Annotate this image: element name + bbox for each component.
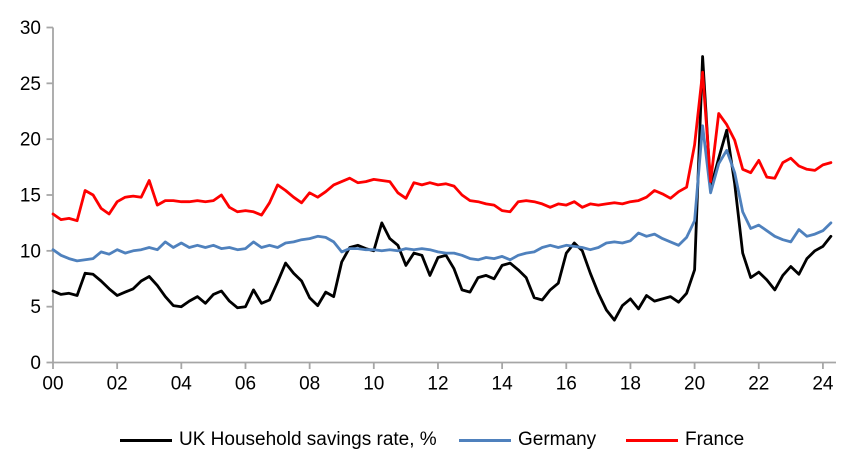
x-tick-label: 20 [684, 374, 705, 395]
legend-item-france: France [626, 427, 744, 453]
x-tick-label: 06 [235, 374, 256, 395]
x-tick-label: 22 [748, 374, 769, 395]
chart-canvas: 0 5 10 15 20 25 30 00 02 04 06 08 10 12 14 16 18 20 22 24 [20, 18, 836, 395]
france-line-swatch [626, 438, 678, 442]
y-tick-label: 30 [20, 18, 41, 39]
germany-legend-label: Germany [518, 429, 597, 450]
x-tick-label: 24 [812, 374, 834, 395]
uk-line-swatch [120, 438, 172, 442]
y-tick-label: 20 [20, 130, 41, 151]
x-tick-label: 12 [427, 374, 448, 395]
legend-item-germany: Germany [459, 427, 596, 453]
x-tick-label: 16 [556, 374, 577, 395]
chart-legend: UK Household savings rate, % Germany Fra… [0, 427, 852, 453]
germany-line-swatch [459, 438, 511, 442]
y-tick-label: 25 [20, 74, 41, 95]
x-tick-label: 18 [620, 374, 641, 395]
y-tick-label: 15 [20, 186, 41, 207]
x-tick-label: 10 [363, 374, 384, 395]
legend-item-uk: UK Household savings rate, % [120, 427, 437, 453]
uk-legend-label: UK Household savings rate, % [179, 429, 437, 450]
series-line-2 [51, 70, 833, 223]
y-tick-label: 10 [20, 241, 41, 262]
x-tick-label: 08 [299, 374, 320, 395]
france-legend-label: France [685, 429, 745, 450]
x-tick-label: 00 [42, 374, 63, 395]
series-line-0 [51, 55, 833, 322]
y-tick-label: 0 [30, 353, 41, 374]
series-line-1 [51, 124, 833, 263]
y-tick-label: 5 [30, 297, 41, 318]
x-tick-label: 04 [171, 374, 193, 395]
x-tick-label: 14 [492, 374, 514, 395]
x-tick-label: 02 [107, 374, 128, 395]
